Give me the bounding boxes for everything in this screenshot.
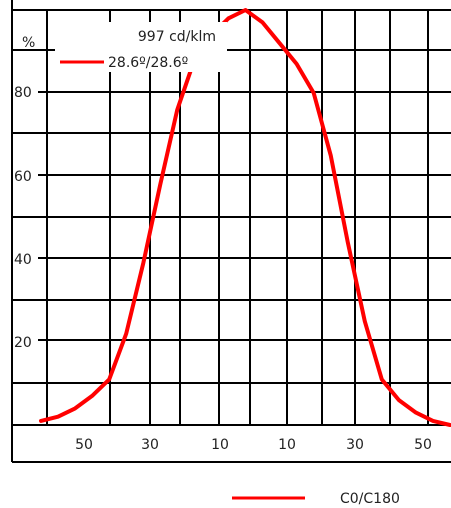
y-axis-label: %: [22, 35, 35, 51]
y-tick-label: 60: [14, 169, 32, 185]
series-layer: [39, 8, 451, 427]
x-tick-label: 50: [75, 437, 93, 453]
legend-background: [55, 22, 227, 72]
axes: [11, 0, 451, 463]
legend-series-label: 28.6º/28.6º: [108, 55, 188, 71]
x-tick-label: 10: [211, 437, 229, 453]
legend: 997 cd/klm 28.6º/28.6º: [55, 22, 227, 72]
intensity-label: 997 cd/klm: [138, 29, 216, 45]
y-tick-label-bg: [13, 250, 38, 269]
x-tick-label: 30: [141, 437, 159, 453]
grid: [12, 9, 451, 425]
x-tick-label: 30: [346, 437, 364, 453]
x-tick-label: 50: [414, 437, 432, 453]
y-tick-label: 20: [14, 335, 32, 351]
y-tick-label-bg: [13, 83, 38, 102]
series-line: [39, 8, 451, 427]
y-tick-label: 40: [14, 252, 32, 268]
x-tick-label: 10: [278, 437, 296, 453]
y-tick-label-bg: [13, 167, 38, 186]
x-tick-labels: 50 30 10 10 30 50: [75, 437, 432, 453]
y-tick-labels: 20 40 60 80: [13, 83, 38, 352]
bottom-legend-label: C0/C180: [340, 491, 400, 507]
y-tick-label: 80: [14, 85, 32, 101]
bottom-legend: C0/C180: [232, 491, 400, 507]
y-tick-label-bg: [13, 333, 38, 352]
